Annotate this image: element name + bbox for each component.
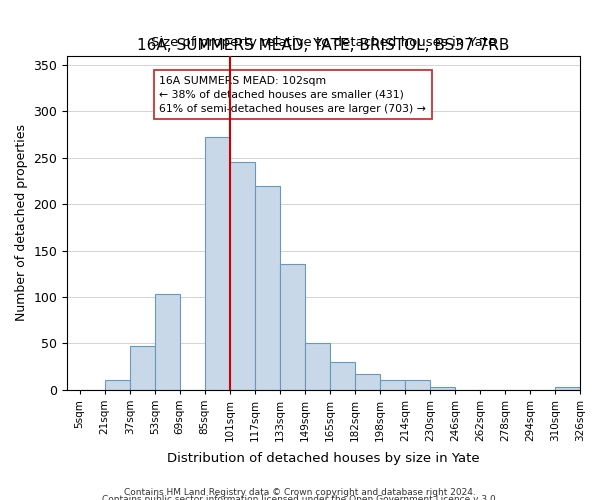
Bar [130, 346, 155, 390]
Y-axis label: Number of detached properties: Number of detached properties [15, 124, 28, 321]
Title: 16A, SUMMERS MEAD, YATE, BRISTOL, BS37 7RB: 16A, SUMMERS MEAD, YATE, BRISTOL, BS37 7… [137, 38, 510, 53]
Bar [380, 380, 405, 390]
Text: Contains HM Land Registry data © Crown copyright and database right 2024.: Contains HM Land Registry data © Crown c… [124, 488, 476, 497]
Bar [104, 380, 130, 390]
Bar [255, 186, 280, 390]
Bar [205, 138, 230, 390]
Text: 16A SUMMERS MEAD: 102sqm
← 38% of detached houses are smaller (431)
61% of semi-: 16A SUMMERS MEAD: 102sqm ← 38% of detach… [160, 76, 427, 114]
X-axis label: Distribution of detached houses by size in Yate: Distribution of detached houses by size … [167, 452, 480, 465]
Text: Contains public sector information licensed under the Open Government Licence v : Contains public sector information licen… [101, 496, 499, 500]
Bar [405, 380, 430, 390]
Bar [555, 387, 580, 390]
Bar [230, 162, 255, 390]
Bar [305, 344, 330, 390]
Bar [330, 362, 355, 390]
Text: Size of property relative to detached houses in Yate: Size of property relative to detached ho… [151, 36, 496, 49]
Bar [430, 387, 455, 390]
Bar [155, 294, 180, 390]
Bar [280, 264, 305, 390]
Bar [355, 374, 380, 390]
